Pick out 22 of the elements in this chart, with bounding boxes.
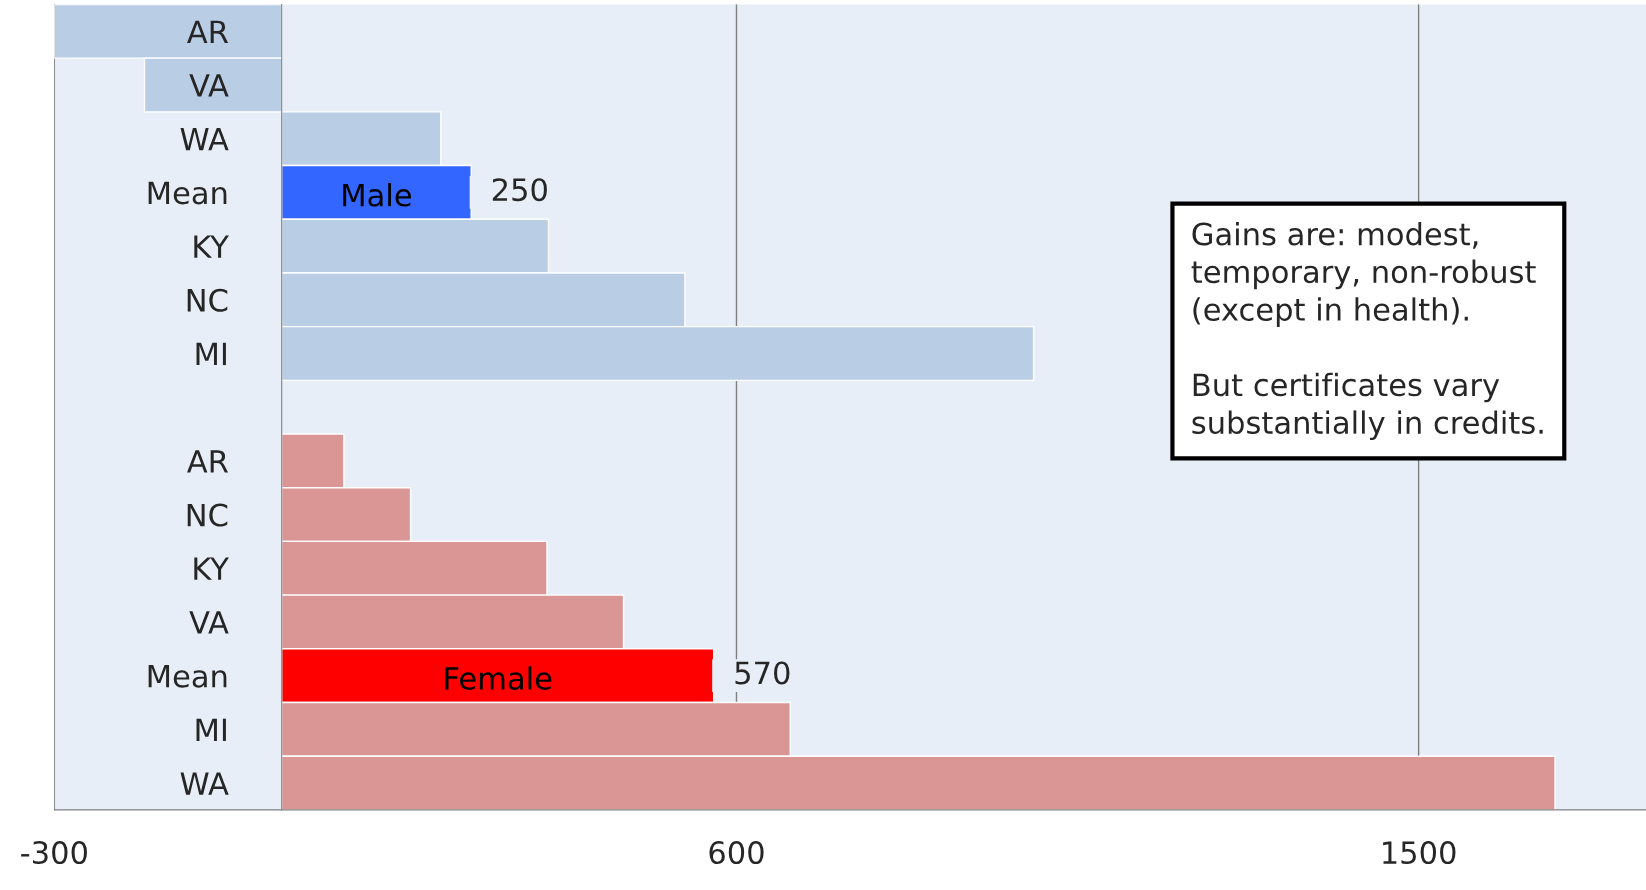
y-tick-label: VA xyxy=(189,611,229,634)
series-label: Male xyxy=(343,182,411,207)
text: Gains are: modest, temporary, non-robust (except in health). But certificates vary substantially in credits. xyxy=(1191,221,1543,440)
y-tick-label: Mean xyxy=(148,181,227,205)
y-tick-label: MI xyxy=(196,342,226,366)
series-label: Female xyxy=(445,666,552,690)
data-label: 570 xyxy=(735,661,790,685)
y-tick-label: KY xyxy=(194,235,229,258)
y-tick-label: MI xyxy=(196,718,226,741)
y-tick-label: VA xyxy=(189,74,229,97)
x-tick-label: 600 xyxy=(709,841,764,865)
x-tick-label: -300 xyxy=(21,841,87,865)
y-tick-label: KY xyxy=(194,557,229,580)
y-tick-label: WA xyxy=(180,772,229,795)
y-tick-label: WA xyxy=(180,128,229,151)
y-tick-label: Mean xyxy=(148,664,227,688)
data-label: 250 xyxy=(492,178,547,202)
x-tick-label: 1500 xyxy=(1383,841,1456,865)
y-tick-label: AR xyxy=(187,20,229,43)
y-tick-label: AR xyxy=(187,450,229,473)
y-tick-label: NC xyxy=(187,288,228,312)
y-tick-label: NC xyxy=(187,503,228,527)
